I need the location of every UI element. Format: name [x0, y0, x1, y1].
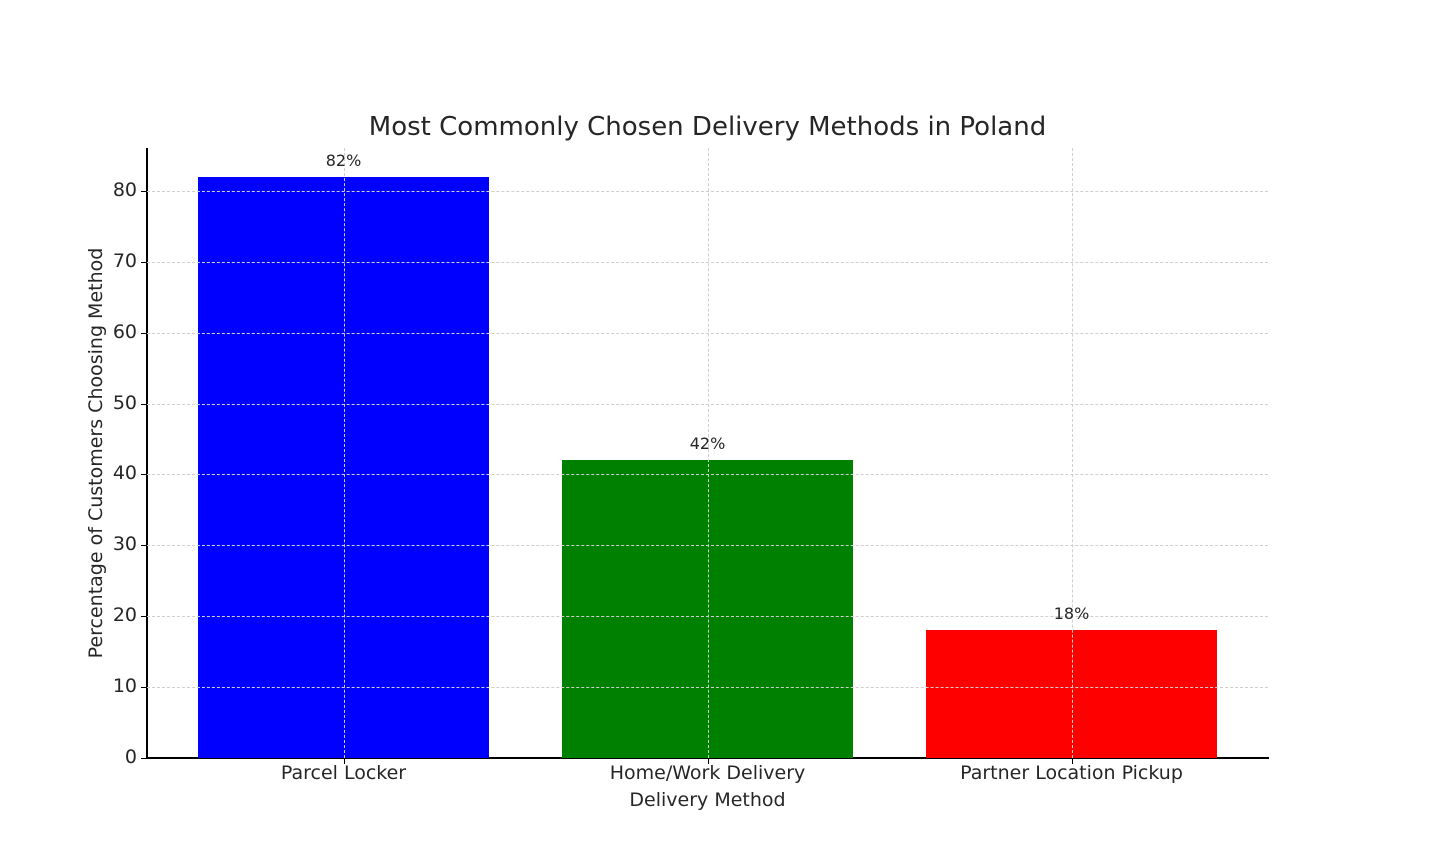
y-tick-label: 40 — [112, 462, 137, 485]
x-tick — [1071, 758, 1073, 764]
y-tick-label: 0 — [124, 746, 137, 768]
y-tick-label: 60 — [112, 320, 137, 343]
y-axis-label: Percentage of Customers Choosing Method — [85, 247, 107, 659]
y-axis-line — [146, 148, 148, 759]
y-tick — [141, 190, 147, 192]
bar-value-label: 42% — [689, 434, 726, 454]
x-gridline — [1071, 148, 1073, 758]
y-tick — [141, 545, 147, 547]
y-tick — [141, 332, 147, 334]
y-tick — [141, 261, 147, 263]
y-tick-label: 50 — [112, 391, 137, 414]
x-axis-label: Delivery Method — [629, 789, 786, 811]
chart-title: Most Commonly Chosen Delivery Methods in… — [368, 112, 1047, 142]
x-tick-label: Partner Location Pickup — [960, 762, 1183, 784]
bar-value-label: 18% — [1053, 604, 1090, 624]
y-tick-label: 30 — [112, 533, 137, 556]
bar-value-label: 82% — [325, 150, 362, 170]
x-tick — [343, 758, 345, 764]
x-gridline — [707, 148, 709, 758]
y-tick-label: 10 — [112, 675, 137, 698]
plot-area: 82% 42% 18% — [147, 148, 1268, 758]
x-gridline — [343, 148, 345, 758]
y-tick — [141, 474, 147, 476]
x-tick-label: Home/Work Delivery — [609, 762, 806, 784]
y-tick-label: 20 — [112, 604, 137, 627]
y-tick — [141, 687, 147, 689]
y-tick — [141, 758, 147, 759]
y-tick — [141, 403, 147, 405]
x-tick-label: Parcel Locker — [280, 762, 407, 784]
y-tick-label: 70 — [112, 249, 137, 272]
y-tick — [141, 616, 147, 618]
x-tick — [707, 758, 709, 764]
y-tick-label: 80 — [112, 178, 137, 201]
